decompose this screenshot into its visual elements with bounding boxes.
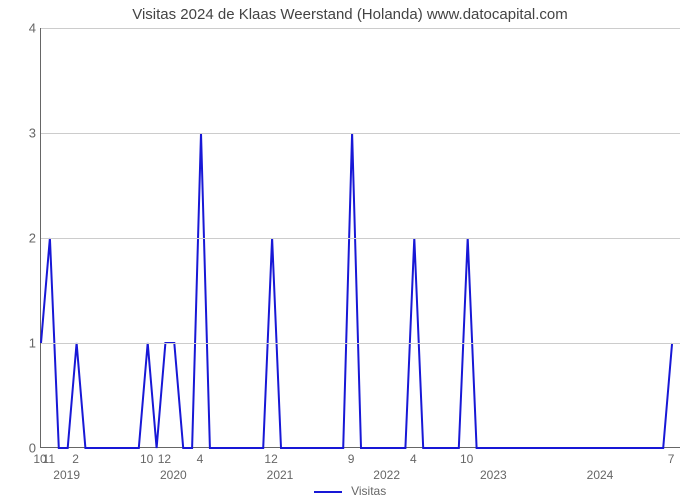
x-tick-label: 2 <box>72 452 79 466</box>
x-tick-label: 9 <box>348 452 355 466</box>
y-tick-label: 1 <box>20 336 36 351</box>
x-year-label: 2024 <box>587 468 614 482</box>
x-tick-label: 12 <box>264 452 277 466</box>
y-tick-label: 3 <box>20 126 36 141</box>
chart-title: Visitas 2024 de Klaas Weerstand (Holanda… <box>0 6 700 23</box>
x-tick-label: 7 <box>668 452 675 466</box>
x-year-label: 2019 <box>53 468 80 482</box>
x-tick-label: 4 <box>410 452 417 466</box>
x-year-label: 2022 <box>373 468 400 482</box>
x-year-label: 2023 <box>480 468 507 482</box>
x-year-label: 2021 <box>267 468 294 482</box>
series-line <box>41 133 672 448</box>
x-tick-label: 12 <box>158 452 171 466</box>
plot-area <box>40 28 680 448</box>
grid-line <box>41 133 680 134</box>
x-tick-label: 4 <box>197 452 204 466</box>
x-tick-label: 11 <box>43 452 55 466</box>
y-tick-label: 2 <box>20 231 36 246</box>
legend: Visitas <box>0 484 700 498</box>
x-tick-label: 10 <box>140 452 153 466</box>
grid-line <box>41 343 680 344</box>
legend-label: Visitas <box>351 484 386 498</box>
chart-container: Visitas 2024 de Klaas Weerstand (Holanda… <box>0 0 700 500</box>
x-tick-label: 10 <box>460 452 473 466</box>
grid-line <box>41 238 680 239</box>
x-year-label: 2020 <box>160 468 187 482</box>
y-tick-label: 4 <box>20 21 36 36</box>
grid-line <box>41 28 680 29</box>
legend-swatch <box>314 491 342 493</box>
